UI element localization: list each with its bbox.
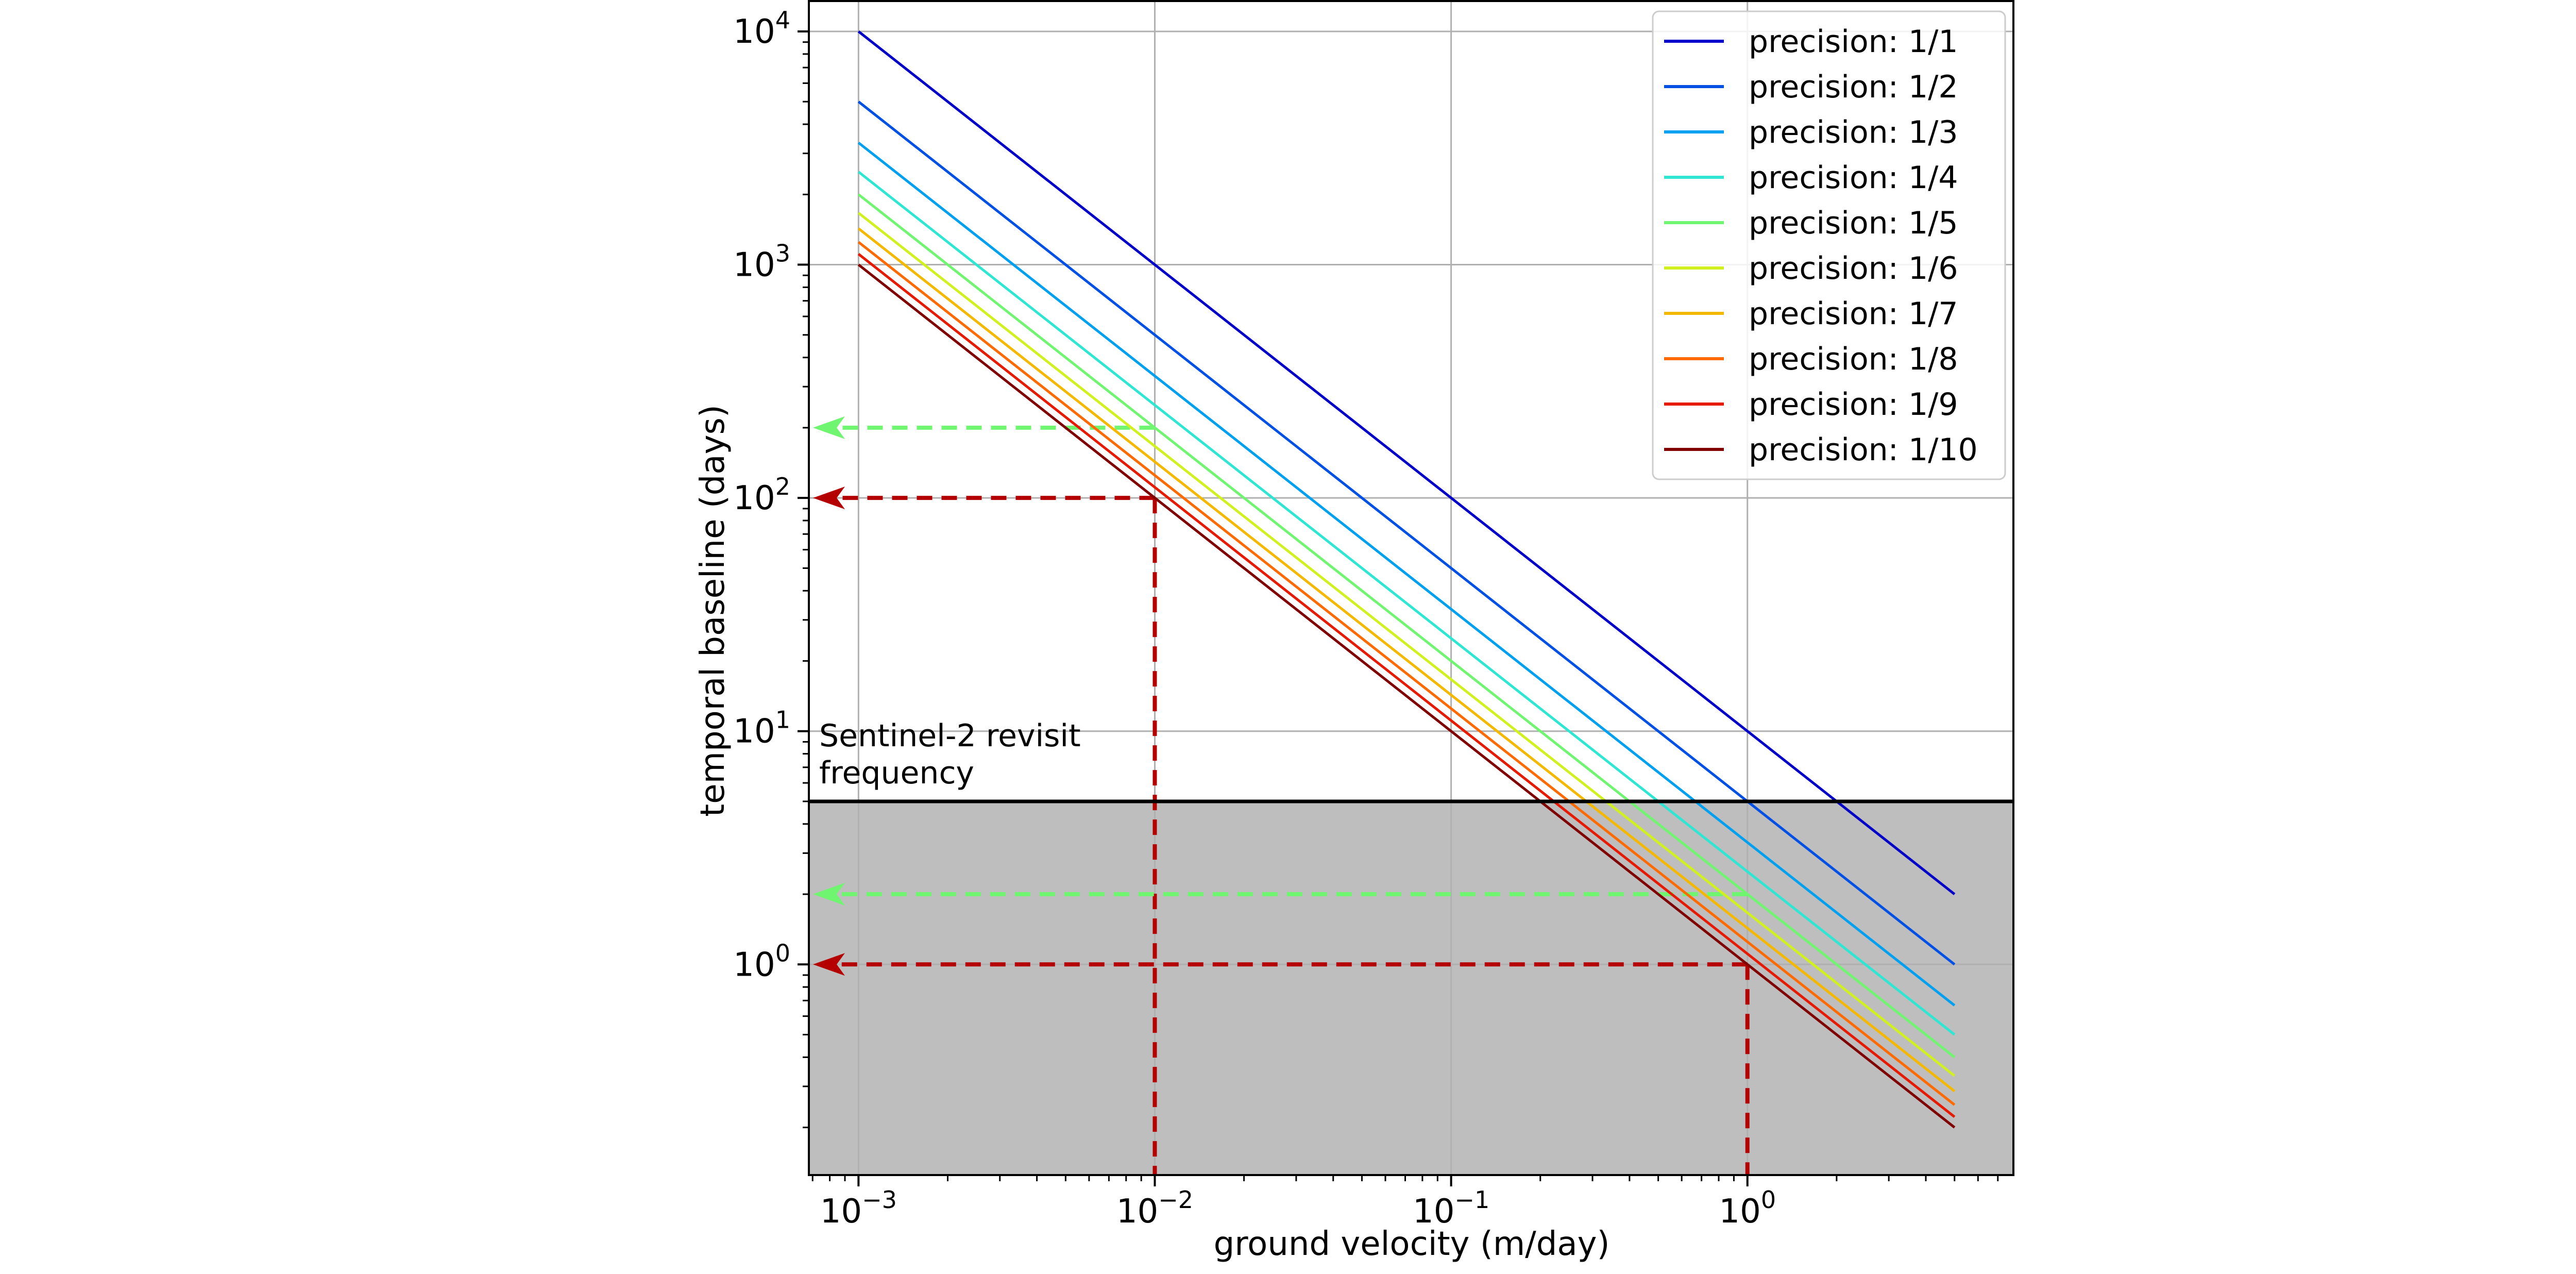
legend: precision: 1/1 precision: 1/2 precision: 1… xyxy=(1652,10,2006,480)
x-tick-label-2: 10−1 xyxy=(1413,1186,1489,1231)
y-axis-title: temporal baseline (days) xyxy=(694,405,732,817)
x-tick-label-3: 100 xyxy=(1719,1186,1776,1231)
axis-ticks: 10−3 10−2 10−1 100 100 101 102 103 104 xyxy=(733,6,1999,1231)
legend-label-1: precision: 1/1 xyxy=(1749,24,1958,60)
y-tick-label-1: 101 xyxy=(733,706,790,751)
guide-arrowhead-0 xyxy=(813,487,845,510)
shaded-region xyxy=(809,801,2013,1175)
series-lines xyxy=(857,30,1956,1129)
plot-frame xyxy=(808,0,2014,1176)
series-line-2 xyxy=(857,100,1956,966)
x-axis-title: ground velocity (m/day) xyxy=(1214,1225,1610,1263)
series-line-9 xyxy=(857,253,1956,1118)
legend-box xyxy=(1652,10,2006,480)
legend-label-3: precision: 1/3 xyxy=(1749,114,1958,150)
legend-label-2: precision: 1/2 xyxy=(1749,69,1958,105)
guide-lines xyxy=(813,416,1750,1175)
series-line-7 xyxy=(857,227,1956,1093)
y-tick-label-2: 102 xyxy=(733,473,790,517)
legend-label-9: precision: 1/9 xyxy=(1749,387,1958,423)
legend-label-8: precision: 1/8 xyxy=(1749,341,1958,377)
y-tick-label-0: 100 xyxy=(733,939,790,984)
guide-arrowhead-1 xyxy=(813,953,845,976)
legend-label-5: precision: 1/5 xyxy=(1749,205,1958,241)
series-line-10 xyxy=(857,263,1956,1129)
series-line-8 xyxy=(857,241,1956,1106)
legend-label-6: precision: 1/6 xyxy=(1749,250,1958,287)
threshold-label-line2: frequency xyxy=(819,755,974,791)
legend-label-7: precision: 1/7 xyxy=(1749,296,1958,332)
series-line-1 xyxy=(857,30,1956,896)
x-tick-label-1: 10−2 xyxy=(1116,1186,1193,1231)
series-line-5 xyxy=(857,193,1956,1059)
series-line-4 xyxy=(857,171,1956,1036)
y-tick-label-3: 103 xyxy=(733,240,790,284)
guide-arrowhead-2 xyxy=(813,416,845,439)
series-line-3 xyxy=(857,141,1956,1007)
legend-label-4: precision: 1/4 xyxy=(1749,160,1958,196)
threshold-label-line1: Sentinel-2 revisit xyxy=(819,718,1081,754)
guide-arrowhead-3 xyxy=(813,883,845,906)
series-line-6 xyxy=(857,212,1956,1077)
y-tick-label-4: 104 xyxy=(733,6,790,51)
legend-label-10: precision: 1/10 xyxy=(1749,432,1978,468)
x-tick-label-0: 10−3 xyxy=(820,1186,897,1231)
